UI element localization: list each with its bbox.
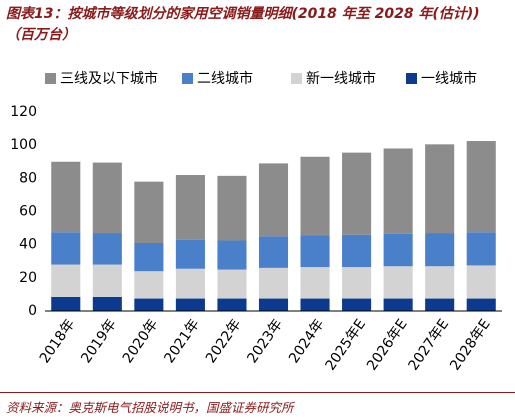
legend-label: 一线城市 — [421, 70, 477, 87]
bar-segment — [425, 144, 455, 234]
bar-segment — [466, 232, 496, 266]
bar-segment — [342, 152, 372, 235]
bar-segment — [258, 298, 289, 311]
bar-segment — [425, 233, 455, 267]
bar-segment — [300, 156, 330, 236]
y-tick-label: 40 — [19, 237, 37, 253]
x-tick-label: 2024年 — [286, 316, 328, 366]
bar-segment — [383, 148, 413, 234]
bar-segment — [258, 267, 289, 299]
y-tick-label: 60 — [19, 204, 37, 220]
bar-segment — [134, 298, 164, 311]
bar-segment — [383, 233, 413, 267]
x-tick-label: 2027年E — [406, 316, 453, 373]
bar-segment — [300, 298, 330, 311]
bar-segment — [217, 298, 247, 311]
legend-label: 二线城市 — [197, 70, 253, 87]
bar-segment — [51, 296, 81, 311]
bar-segment — [466, 141, 496, 233]
bar-segment — [134, 243, 164, 272]
bar-segment — [258, 236, 289, 268]
divider — [0, 392, 515, 393]
legend-swatch — [406, 73, 417, 84]
bar-segment — [342, 298, 372, 311]
x-tick-label: 2021年 — [161, 316, 203, 366]
bar-segment — [300, 235, 330, 268]
bar-segment — [51, 232, 81, 265]
bar-segment — [175, 175, 205, 240]
bar-segment — [92, 296, 122, 311]
chart-title: 图表13：按城市等级划分的家用空调销量明细(2018 年至 2028 年(估计)… — [6, 6, 480, 43]
chart: 三线及以下城市 二线城市 新一线城市 一线城市 0 20 40 60 80 100 120 2018年… — [10, 70, 502, 373]
y-tick-label: 0 — [28, 303, 37, 319]
bar-segment — [217, 240, 247, 270]
source-note: 资料来源：奥克斯电气招股说明书，国盛证券研究所 — [6, 400, 294, 415]
bar-segment — [383, 298, 413, 311]
bar-segment — [342, 267, 372, 299]
x-tick-label: 2020年 — [120, 316, 162, 366]
x-tick-label: 2025年E — [322, 316, 369, 373]
bar-segment — [342, 234, 372, 268]
legend-label: 三线及以下城市 — [60, 70, 158, 87]
bar-segment — [134, 181, 164, 244]
x-tick-label: 2028年E — [447, 316, 494, 373]
bar-segment — [217, 175, 247, 241]
bar-segment — [300, 267, 330, 299]
bar-segment — [175, 239, 205, 269]
x-tick-label: 2019年 — [78, 316, 120, 366]
bar-segment — [466, 265, 496, 299]
bar-segment — [134, 271, 164, 299]
bar-segment — [466, 298, 496, 311]
y-tick-label: 120 — [10, 104, 37, 120]
bar-segment — [425, 298, 455, 311]
bar-segment — [383, 266, 413, 299]
bar-segment — [425, 266, 455, 299]
legend-swatch — [291, 73, 302, 84]
legend-swatch — [45, 73, 56, 84]
y-tick-label: 20 — [19, 270, 37, 286]
x-tick-label: 2022年 — [203, 316, 245, 366]
legend-label: 新一线城市 — [306, 70, 376, 87]
bar-segment — [92, 233, 122, 265]
bar-segment — [92, 162, 122, 234]
x-tick-label: 2023年 — [244, 316, 286, 366]
bar-segment — [217, 269, 247, 299]
bar-segment — [175, 268, 205, 299]
bar-segment — [92, 264, 122, 297]
bar-segment — [51, 264, 81, 297]
x-tick-label: 2026年E — [364, 316, 411, 373]
bar-segment — [51, 161, 81, 233]
y-tick-label: 100 — [10, 137, 37, 153]
bar-segment — [258, 163, 289, 237]
bar-segment — [175, 298, 205, 311]
y-tick-label: 80 — [19, 170, 37, 186]
legend-swatch — [182, 73, 193, 84]
x-tick-label: 2018年 — [37, 316, 79, 366]
